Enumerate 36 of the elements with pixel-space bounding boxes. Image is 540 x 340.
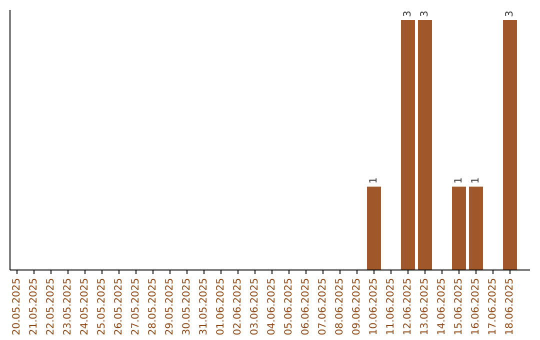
x-tick-label: 01.06.2025 — [216, 278, 226, 336]
x-tick-label: 31.05.2025 — [198, 278, 210, 336]
x-tick-label: 05.06.2025 — [284, 278, 294, 336]
x-tick-label: 04.06.2025 — [266, 278, 278, 336]
x-tick-label: 20.05.2025 — [12, 278, 22, 336]
x-tick-label: 27.05.2025 — [130, 278, 142, 336]
x-tick-label: 30.05.2025 — [182, 278, 192, 336]
x-tick-label: 18.06.2025 — [504, 278, 516, 336]
x-tick-label: 23.05.2025 — [62, 278, 74, 336]
x-tick-label: 02.06.2025 — [232, 278, 244, 336]
x-tick-label: 14.06.2025 — [436, 278, 448, 336]
data-label: 3 — [504, 10, 516, 17]
x-tick-label: 16.06.2025 — [470, 278, 482, 336]
x-tick-label: 06.06.2025 — [300, 278, 312, 336]
x-tick-label: 22.05.2025 — [46, 278, 56, 336]
x-tick-label: 09.06.2025 — [352, 278, 362, 336]
x-tick-label: 08.06.2025 — [334, 278, 346, 336]
data-label: 1 — [454, 177, 464, 184]
x-tick-label: 13.06.2025 — [420, 278, 430, 336]
x-tick-label: 12.06.2025 — [402, 278, 414, 336]
x-tick-label: 28.05.2025 — [148, 278, 158, 336]
x-tick-label: 26.05.2025 — [114, 278, 124, 336]
x-tick-label: 03.06.2025 — [250, 278, 260, 336]
x-tick-label: 15.06.2025 — [454, 278, 464, 336]
data-label: 3 — [420, 10, 430, 17]
x-tick-label: 25.05.2025 — [96, 278, 108, 336]
data-label: 3 — [402, 10, 414, 17]
data-label: 1 — [368, 177, 380, 184]
x-tick-label: 21.05.2025 — [28, 278, 40, 336]
x-tick-label: 11.06.2025 — [386, 278, 396, 336]
data-label: 1 — [470, 177, 482, 184]
x-tick-label: 24.05.2025 — [80, 278, 90, 336]
x-tick-label: 29.05.2025 — [164, 278, 176, 336]
x-tick-label: 10.06.2025 — [368, 278, 380, 336]
x-tick-label: 07.06.2025 — [318, 278, 328, 336]
x-tick-label: 17.06.2025 — [488, 278, 498, 336]
